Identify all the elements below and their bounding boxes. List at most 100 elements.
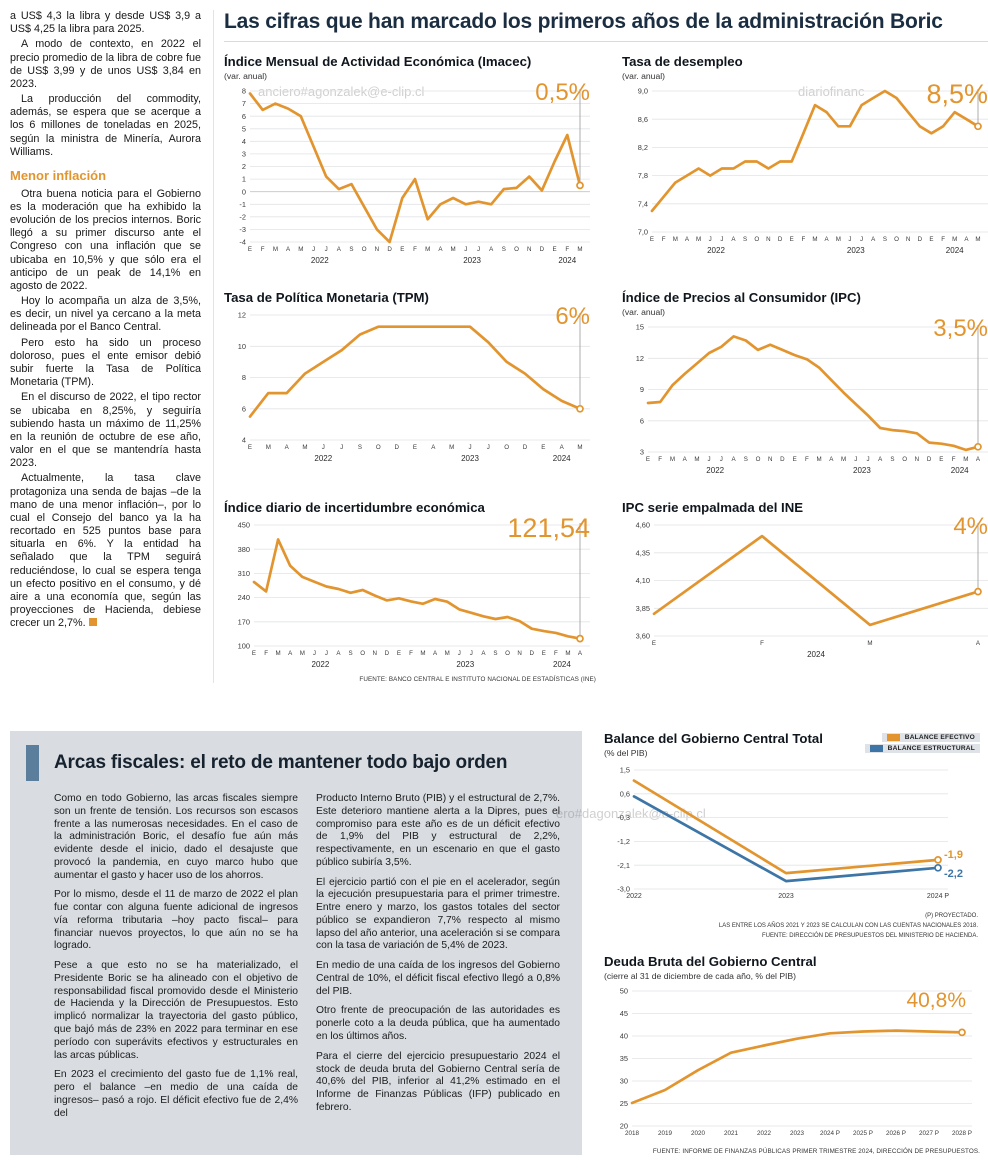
svg-text:2023: 2023: [463, 256, 481, 265]
svg-text:D: D: [918, 236, 923, 243]
article-paragraph: Otra buena noticia para el Gobierno es l…: [10, 187, 201, 292]
svg-text:S: S: [883, 236, 887, 243]
svg-text:E: E: [400, 246, 404, 253]
svg-text:E: E: [939, 456, 943, 463]
svg-text:J: J: [470, 650, 473, 657]
svg-text:N: N: [375, 246, 379, 253]
svg-text:E: E: [248, 246, 252, 253]
article-paragraph: A modo de contexto, en 2022 el precio pr…: [10, 38, 201, 90]
svg-text:12: 12: [238, 311, 246, 320]
svg-text:F: F: [413, 246, 417, 253]
chart-source: FUENTE: BANCO CENTRAL E INSTITUTO NACION…: [359, 676, 596, 683]
svg-text:O: O: [894, 236, 899, 243]
svg-text:N: N: [768, 456, 772, 463]
svg-text:M: M: [696, 236, 701, 243]
svg-text:J: J: [464, 246, 467, 253]
article-paragraph: Pero esto ha sido un proceso doloroso, p…: [10, 336, 201, 389]
svg-text:12: 12: [636, 354, 644, 363]
legend-label: BALANCE ESTRUCTURAL: [887, 745, 975, 752]
chart-imacec: Índice Mensual de Actividad Económica (I…: [224, 54, 596, 270]
svg-text:D: D: [529, 650, 534, 657]
svg-text:O: O: [756, 456, 761, 463]
subhead-menor-inflacion: Menor inflación: [10, 167, 107, 183]
svg-text:45: 45: [620, 1009, 628, 1018]
svg-text:-1: -1: [239, 200, 246, 209]
svg-text:M: M: [975, 236, 980, 243]
svg-text:2024 P: 2024 P: [820, 1130, 840, 1137]
svg-text:0,6: 0,6: [620, 789, 630, 798]
chart-callout: 8,5%: [926, 79, 988, 109]
fiscal-header: Arcas fiscales: el reto de mantener todo…: [26, 745, 566, 781]
svg-text:2022: 2022: [757, 1130, 772, 1137]
svg-text:4,35: 4,35: [636, 548, 650, 557]
svg-text:J: J: [487, 444, 490, 451]
svg-text:J: J: [866, 456, 869, 463]
svg-text:S: S: [349, 246, 353, 253]
svg-text:E: E: [790, 236, 794, 243]
svg-text:M: M: [276, 650, 281, 657]
svg-text:S: S: [502, 246, 506, 253]
svg-text:N: N: [915, 456, 919, 463]
svg-text:O: O: [514, 246, 519, 253]
svg-text:7,0: 7,0: [638, 228, 648, 237]
svg-text:7,8: 7,8: [638, 171, 648, 180]
svg-text:M: M: [817, 456, 822, 463]
svg-text:3,85: 3,85: [636, 604, 650, 613]
svg-text:M: M: [451, 246, 456, 253]
svg-text:2024: 2024: [951, 466, 969, 475]
svg-text:D: D: [387, 246, 392, 253]
legend-swatch-icon: [869, 745, 883, 752]
svg-text:2024: 2024: [553, 660, 571, 669]
svg-text:A: A: [560, 444, 565, 451]
svg-text:450: 450: [238, 521, 250, 530]
chart-title: Tasa de Política Monetaria (TPM): [224, 290, 429, 305]
chart-ipc-empalmada: IPC serie empalmada del INE 4% 4,60 4,35 4…: [622, 500, 988, 683]
svg-text:2023: 2023: [853, 466, 871, 475]
article-paragraph: a US$ 4,3 la libra y desde US$ 3,9 a US$…: [10, 10, 201, 36]
svg-text:2023: 2023: [461, 454, 479, 463]
svg-text:3: 3: [242, 150, 246, 159]
svg-text:A: A: [489, 246, 494, 253]
svg-text:M: M: [836, 236, 841, 243]
article-end-marker-icon: [88, 618, 97, 627]
left-article-column: a US$ 4,3 la libra y desde US$ 3,9 a US$…: [10, 10, 214, 683]
chart-header: Balance del Gobierno Central Total (% de…: [604, 731, 980, 760]
svg-text:F: F: [805, 456, 809, 463]
chart-area: 0,5% 8 7 6 5 4 3 2 1 0 -1 -2 -3 -4 E F M A M J J A S O N D E F M A M J…: [224, 79, 596, 270]
svg-text:-1,2: -1,2: [617, 837, 630, 846]
svg-text:M: M: [420, 650, 425, 657]
svg-text:O: O: [362, 246, 367, 253]
article-paragraph: Hoy lo acompaña un alza de 3,5%, es deci…: [10, 295, 201, 334]
svg-text:M: M: [577, 246, 582, 253]
svg-text:S: S: [743, 236, 747, 243]
svg-text:E: E: [413, 444, 417, 451]
chart-callout: 4%: [953, 513, 988, 540]
fiscal-paragraph: El ejercicio partió con el pie en el ace…: [316, 876, 560, 952]
svg-text:F: F: [261, 246, 265, 253]
svg-text:D: D: [394, 444, 399, 451]
svg-text:2022: 2022: [311, 256, 329, 265]
svg-text:A: A: [336, 650, 341, 657]
svg-text:M: M: [841, 456, 846, 463]
svg-text:E: E: [646, 456, 650, 463]
svg-text:2022: 2022: [314, 454, 332, 463]
svg-text:F: F: [658, 456, 662, 463]
svg-text:8: 8: [242, 87, 246, 96]
svg-text:M: M: [952, 236, 957, 243]
svg-text:35: 35: [620, 1054, 628, 1063]
svg-text:A: A: [431, 444, 436, 451]
chart-area: 40,8% 50 45 40 35 30 25 20 2018 2019 2020 2021 2022…: [604, 983, 980, 1146]
svg-text:-2,1: -2,1: [617, 861, 630, 870]
svg-text:2019: 2019: [658, 1130, 673, 1137]
svg-text:7,4: 7,4: [638, 199, 648, 208]
svg-text:F: F: [662, 236, 666, 243]
svg-text:E: E: [397, 650, 401, 657]
svg-text:D: D: [540, 246, 545, 253]
svg-text:4: 4: [242, 436, 246, 445]
chart-legend: BALANCE EFECTIVO BALANCE ESTRUCTURAL: [864, 733, 980, 753]
svg-text:4,60: 4,60: [636, 521, 650, 530]
svg-text:2022: 2022: [707, 246, 725, 255]
